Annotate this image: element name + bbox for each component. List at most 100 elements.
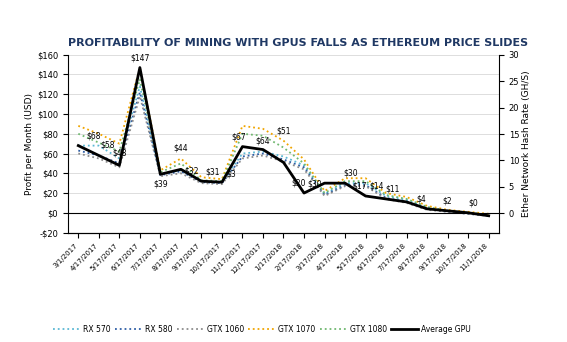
Average GPU	[301, 191, 307, 195]
Text: $32: $32	[184, 167, 199, 176]
GTX 1080	[403, 197, 410, 201]
Text: $48: $48	[112, 149, 126, 158]
GTX 1060	[403, 201, 410, 205]
GTX 1060	[321, 194, 328, 198]
Text: PROFITABILITY OF MINING WITH GPUS FALLS AS ETHEREUM PRICE SLIDES: PROFITABILITY OF MINING WITH GPUS FALLS …	[68, 38, 528, 48]
GTX 1060	[280, 159, 287, 163]
Average GPU	[280, 160, 287, 165]
GTX 1060	[362, 184, 369, 188]
GTX 1080	[218, 179, 225, 183]
GTX 1070	[403, 195, 410, 199]
GTX 1080	[465, 211, 472, 215]
Line: RX 570: RX 570	[78, 86, 489, 215]
GTX 1060	[198, 181, 205, 185]
GTX 1070	[116, 142, 122, 146]
Text: $68: $68	[86, 131, 100, 140]
Average GPU	[116, 163, 122, 168]
Average GPU	[95, 154, 102, 158]
Average GPU	[362, 194, 369, 198]
RX 580	[239, 155, 246, 159]
GTX 1060	[383, 197, 390, 201]
RX 580	[280, 157, 287, 161]
Average GPU	[465, 211, 472, 215]
RX 570	[362, 181, 369, 185]
GTX 1070	[177, 156, 184, 160]
RX 570	[177, 168, 184, 172]
RX 580	[362, 183, 369, 187]
GTX 1070	[301, 157, 307, 161]
GTX 1060	[342, 184, 349, 188]
GTX 1060	[445, 210, 451, 214]
GTX 1070	[424, 204, 430, 208]
GTX 1070	[280, 139, 287, 143]
RX 570	[383, 194, 390, 198]
RX 580	[485, 214, 492, 218]
GTX 1080	[362, 179, 369, 183]
Average GPU	[260, 147, 266, 152]
Text: $64: $64	[256, 137, 270, 146]
Average GPU	[383, 197, 390, 201]
Average GPU	[321, 181, 328, 185]
Text: $20: $20	[291, 179, 306, 187]
RX 570	[424, 206, 430, 210]
GTX 1070	[445, 208, 451, 212]
GTX 1060	[465, 212, 472, 216]
RX 570	[403, 198, 410, 202]
GTX 1070	[198, 175, 205, 179]
Average GPU	[485, 214, 492, 218]
GTX 1060	[218, 182, 225, 186]
Y-axis label: Profit per Month (USD): Profit per Month (USD)	[26, 93, 34, 195]
GTX 1070	[260, 127, 266, 131]
GTX 1080	[321, 191, 328, 195]
GTX 1080	[342, 179, 349, 183]
Text: $3: $3	[227, 170, 236, 179]
GTX 1080	[424, 205, 430, 209]
GTX 1060	[75, 152, 82, 156]
RX 580	[321, 193, 328, 197]
Text: $0: $0	[469, 198, 479, 207]
RX 570	[280, 155, 287, 159]
GTX 1080	[383, 193, 390, 197]
RX 580	[157, 173, 164, 177]
RX 580	[342, 183, 349, 187]
GTX 1080	[239, 132, 246, 136]
RX 570	[116, 156, 122, 160]
RX 580	[383, 196, 390, 200]
Text: $147: $147	[130, 53, 150, 62]
RX 570	[321, 192, 328, 196]
Line: GTX 1070: GTX 1070	[78, 68, 489, 214]
RX 570	[218, 180, 225, 184]
RX 580	[218, 181, 225, 185]
Average GPU	[342, 181, 349, 185]
Average GPU	[424, 207, 430, 211]
GTX 1070	[342, 176, 349, 180]
GTX 1060	[137, 94, 143, 98]
GTX 1080	[177, 161, 184, 166]
Text: $51: $51	[276, 126, 291, 135]
RX 570	[342, 181, 349, 185]
GTX 1070	[157, 168, 164, 172]
GTX 1080	[75, 132, 82, 136]
GTX 1060	[424, 208, 430, 212]
GTX 1080	[485, 213, 492, 217]
Average GPU	[157, 172, 164, 176]
Line: GTX 1080: GTX 1080	[78, 79, 489, 215]
Legend: RX 570, RX 580, GTX 1060, GTX 1070, GTX 1080, Average GPU: RX 570, RX 580, GTX 1060, GTX 1070, GTX …	[50, 322, 474, 337]
GTX 1060	[301, 167, 307, 171]
Line: GTX 1060: GTX 1060	[78, 96, 489, 216]
GTX 1070	[321, 189, 328, 193]
RX 570	[239, 152, 246, 156]
GTX 1060	[239, 156, 246, 160]
RX 580	[198, 180, 205, 184]
Average GPU	[403, 200, 410, 204]
Text: $44: $44	[174, 144, 188, 153]
RX 580	[137, 90, 143, 94]
Text: $2: $2	[443, 196, 452, 205]
Text: $4: $4	[417, 194, 426, 203]
RX 580	[260, 152, 266, 156]
RX 580	[424, 207, 430, 211]
RX 580	[95, 154, 102, 158]
GTX 1080	[301, 161, 307, 166]
GTX 1070	[485, 212, 492, 216]
Text: $31: $31	[205, 168, 219, 176]
